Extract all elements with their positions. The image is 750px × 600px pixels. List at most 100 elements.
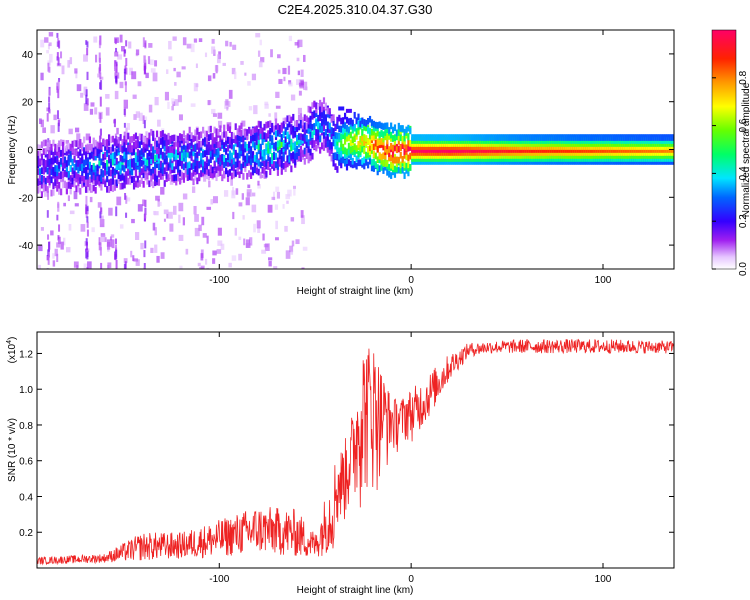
- ridge-cell: [572, 134, 575, 141]
- ridge-cell: [215, 148, 218, 156]
- noise-cell: [232, 44, 237, 50]
- ridge-cell: [77, 174, 80, 181]
- noise-cell: [208, 180, 211, 188]
- ridge-cell: [238, 125, 241, 133]
- ridge-cell: [104, 168, 107, 175]
- ridge-cell: [249, 129, 253, 136]
- noise-cell: [262, 233, 265, 241]
- ridge-cell: [407, 169, 410, 177]
- noise-streak: [115, 206, 118, 217]
- noise-cell: [225, 99, 229, 106]
- ridge-cell: [438, 134, 441, 141]
- ridge-cell: [290, 124, 293, 131]
- noise-streak: [46, 210, 49, 218]
- ridge-cell: [378, 152, 381, 159]
- ridge-cell: [138, 171, 141, 178]
- ridge-cell: [407, 164, 410, 172]
- ridge-cell: [144, 168, 147, 175]
- ridge-cell: [351, 136, 354, 144]
- noise-cell: [298, 90, 302, 96]
- ridge-cell: [83, 176, 86, 183]
- noise-cell: [238, 236, 242, 240]
- ridge-cell: [125, 171, 128, 178]
- noise-cell: [195, 63, 198, 69]
- ridge-cell: [334, 152, 337, 160]
- ridge-cell: [196, 128, 199, 135]
- ridge-cell: [88, 176, 92, 184]
- ridge-cell: [161, 162, 164, 170]
- ridge-cell: [355, 128, 358, 135]
- noise-cell: [80, 224, 86, 232]
- ridge-cell: [63, 181, 67, 188]
- ridge-cell: [311, 139, 314, 147]
- ridge-cell: [286, 131, 289, 139]
- ridge-cell: [251, 166, 255, 174]
- ridge-cell: [217, 128, 220, 136]
- noise-cell: [166, 69, 169, 74]
- ridge-cell: [58, 151, 61, 158]
- ridge-cell: [209, 164, 212, 172]
- noise-cell: [50, 230, 54, 236]
- ridge-cell: [42, 158, 45, 166]
- ridge-cell: [203, 167, 207, 174]
- ridge-cell: [292, 113, 295, 121]
- ridge-cell: [664, 134, 667, 141]
- ridge-cell: [154, 146, 157, 154]
- ridge-cell: [106, 164, 109, 172]
- ridge-cell: [372, 158, 375, 166]
- ridge-cell: [134, 162, 138, 170]
- noise-cell: [43, 192, 49, 197]
- ridge-cell: [340, 117, 343, 125]
- ridge-cell: [564, 134, 567, 141]
- ridge-cell: [223, 161, 226, 168]
- ridge-cell: [54, 175, 57, 183]
- ridge-cell: [86, 163, 90, 170]
- ridge-cell: [171, 134, 174, 142]
- ridge-cell: [219, 144, 222, 151]
- noise-cell: [271, 196, 276, 200]
- ridge-cell: [395, 160, 398, 168]
- ridge-cell: [255, 142, 258, 149]
- ridge-cell: [58, 140, 61, 148]
- ridge-cell: [127, 132, 130, 140]
- noise-streak: [56, 52, 59, 58]
- noise-cell: [296, 79, 301, 86]
- ridge-cell: [123, 145, 126, 152]
- ridge-cell: [393, 144, 397, 152]
- noise-cell: [278, 78, 283, 84]
- ridge-cell: [251, 127, 255, 135]
- noise-cell: [48, 32, 54, 37]
- ridge-cell: [393, 124, 397, 132]
- noise-cell: [154, 96, 159, 106]
- ridge-cell: [83, 166, 86, 174]
- ridge-cell: [332, 139, 335, 147]
- ridge-cell: [399, 144, 402, 152]
- ridge-cell: [180, 172, 184, 179]
- ridge-cell: [292, 152, 295, 160]
- ridge-cell: [343, 112, 347, 120]
- ridge-cell: [303, 114, 306, 122]
- ridge-cell: [60, 139, 63, 147]
- ridge-cell: [672, 134, 674, 141]
- ridge-cell: [474, 134, 477, 141]
- ridge-cell: [269, 147, 272, 154]
- ridge-cell: [269, 127, 272, 135]
- ridge-cell: [175, 174, 178, 181]
- ridge-cell: [272, 153, 276, 160]
- snr-scale-base: (x10: [7, 343, 18, 363]
- noise-cell: [155, 170, 158, 180]
- ridge-cell: [267, 130, 270, 137]
- ridge-cell: [265, 133, 268, 140]
- ridge-cell: [324, 114, 328, 121]
- noise-cell: [135, 49, 140, 55]
- ridge-cell: [107, 146, 111, 154]
- ridge-cell: [376, 168, 379, 176]
- noise-cell: [106, 241, 111, 250]
- noise-cell: [99, 215, 104, 225]
- ridge-cell: [382, 167, 385, 174]
- ridge-cell: [372, 133, 375, 141]
- ridge-cell: [581, 134, 585, 141]
- noise-cell: [303, 54, 306, 62]
- noise-streak: [57, 235, 60, 241]
- ridge-cell: [259, 143, 262, 151]
